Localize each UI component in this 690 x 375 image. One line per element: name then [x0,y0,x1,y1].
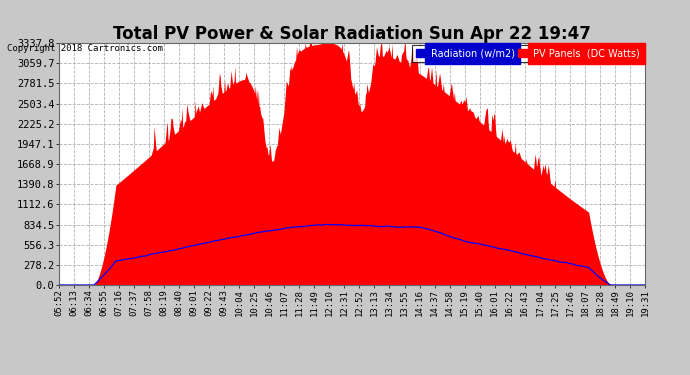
Legend: Radiation (w/m2), PV Panels  (DC Watts): Radiation (w/m2), PV Panels (DC Watts) [412,45,644,62]
Text: Copyright 2018 Cartronics.com: Copyright 2018 Cartronics.com [7,44,163,52]
Title: Total PV Power & Solar Radiation Sun Apr 22 19:47: Total PV Power & Solar Radiation Sun Apr… [113,25,591,43]
